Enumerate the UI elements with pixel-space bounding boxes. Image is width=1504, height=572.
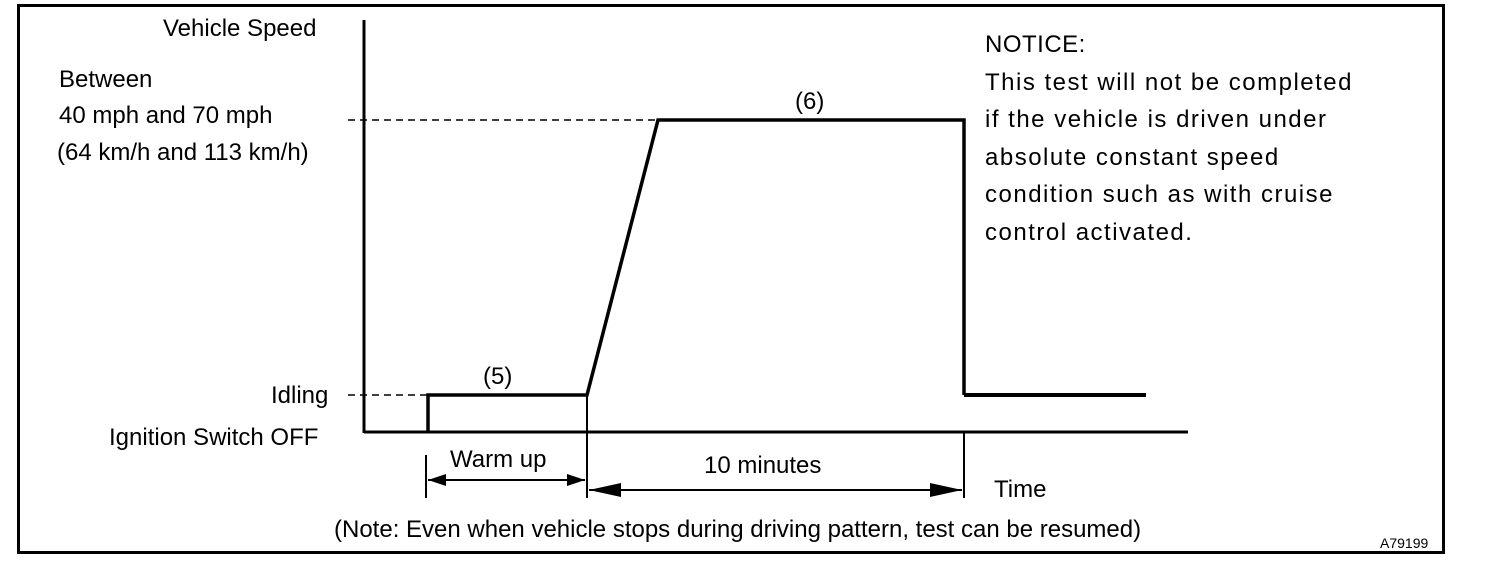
warm-up-label: Warm up bbox=[450, 446, 547, 473]
ignition-off-label: Ignition Switch OFF bbox=[109, 424, 319, 451]
notice-line-4: condition such as with cruise bbox=[985, 181, 1334, 208]
ten-min-arrow-left-head bbox=[589, 483, 621, 497]
ten-min-arrow-right-head bbox=[930, 483, 962, 497]
warmup-arrow-left-head bbox=[428, 474, 446, 486]
speed-range-line1: Between bbox=[59, 66, 153, 93]
warmup-arrow-right-head bbox=[567, 474, 585, 486]
speed-range-line2: 40 mph and 70 mph bbox=[59, 102, 273, 129]
notice-line-2: if the vehicle is driven under bbox=[985, 106, 1328, 133]
y-axis-label: Vehicle Speed bbox=[163, 15, 317, 42]
ten-minutes-label: 10 minutes bbox=[704, 452, 822, 479]
note-text: (Note: Even when vehicle stops during dr… bbox=[334, 516, 1142, 543]
speed-profile-line bbox=[426, 118, 966, 432]
step-6-label: (6) bbox=[795, 88, 825, 115]
figure-code: A79199 bbox=[1380, 535, 1429, 551]
notice-line-1: This test will not be completed bbox=[985, 68, 1353, 96]
notice-block: NOTICE: This test will not be completed … bbox=[985, 26, 1353, 251]
notice-line-3: absolute constant speed bbox=[985, 143, 1280, 171]
notice-line-5: control activated. bbox=[985, 218, 1194, 246]
diagram-frame bbox=[17, 4, 1445, 554]
speed-range-line3: (64 km/h and 113 km/h) bbox=[57, 139, 309, 166]
notice-heading: NOTICE: bbox=[985, 31, 1086, 58]
time-axis-label: Time bbox=[994, 476, 1047, 503]
idling-label: Idling bbox=[271, 382, 329, 409]
step-5-label: (5) bbox=[483, 363, 513, 390]
